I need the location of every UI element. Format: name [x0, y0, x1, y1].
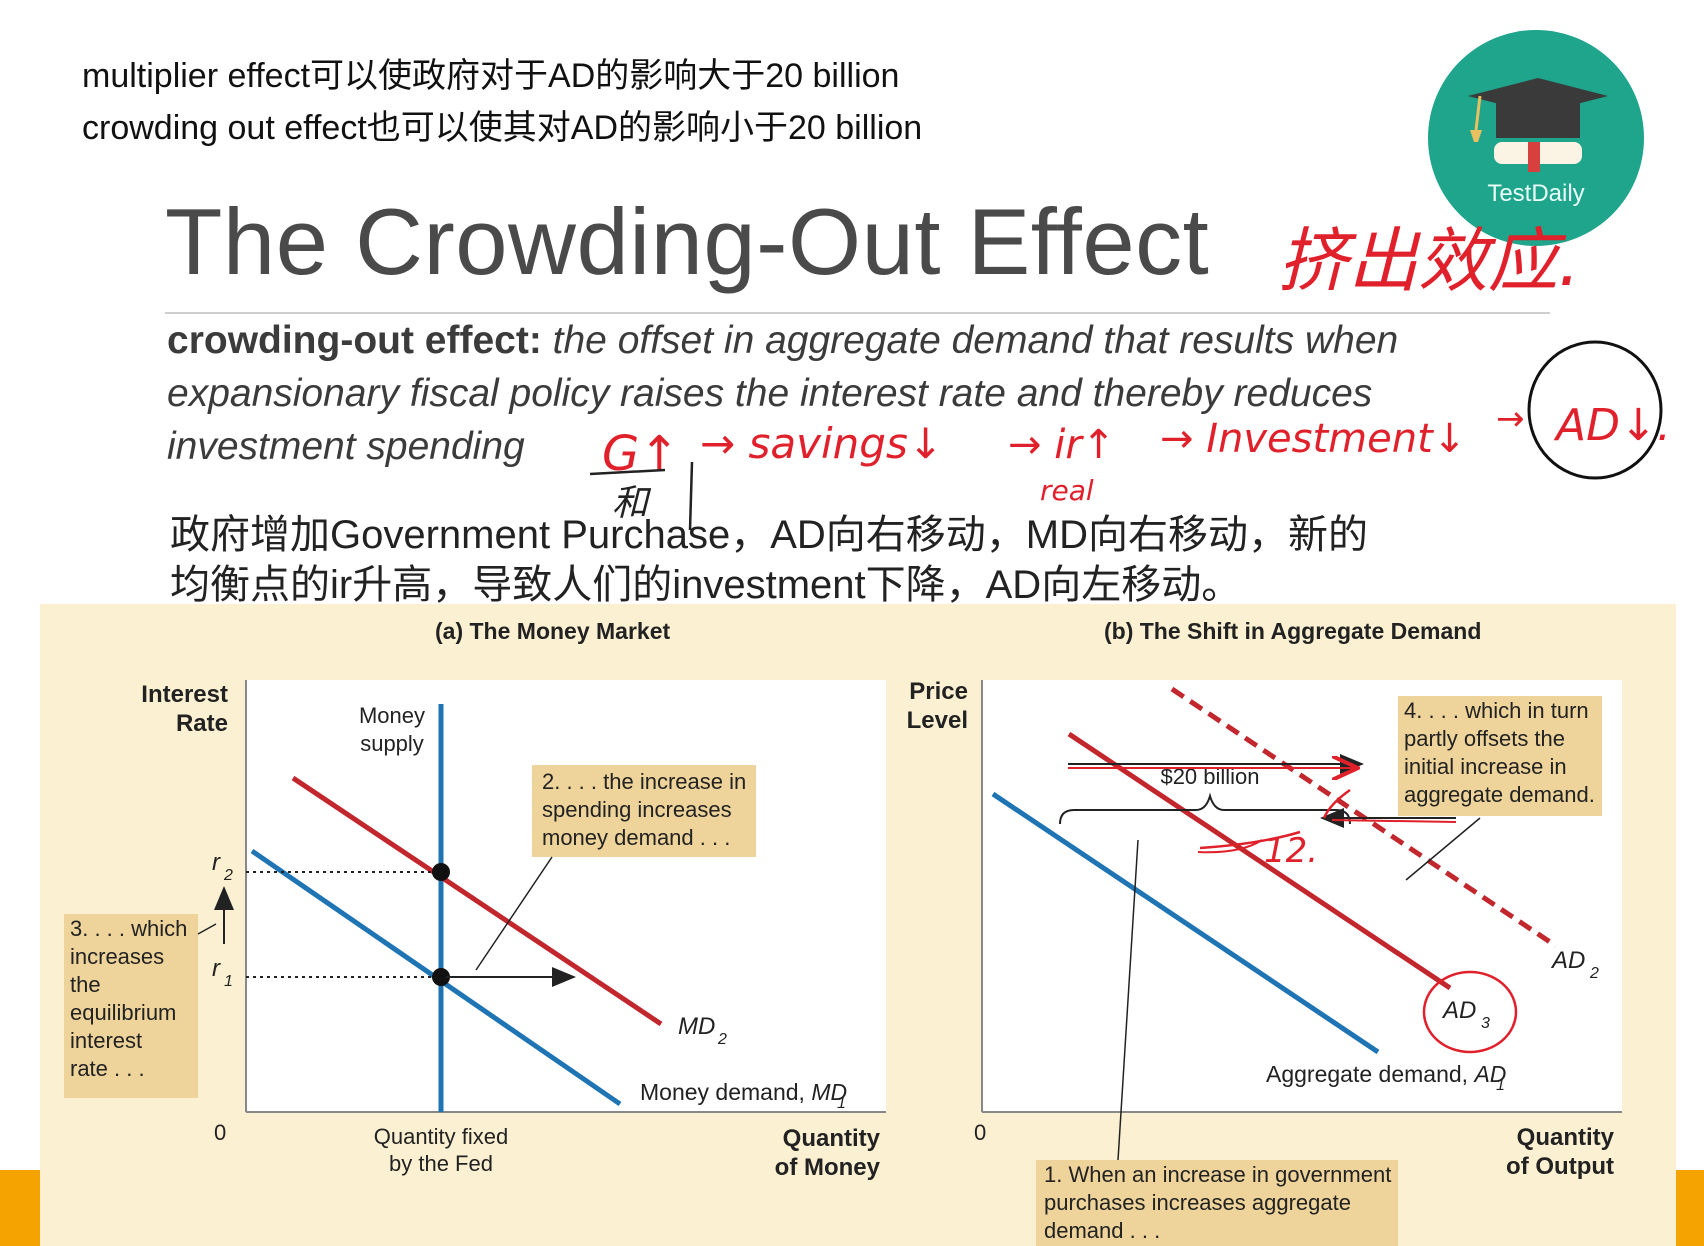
panel-a-plot-area [246, 680, 886, 1112]
equilibrium-point-r1 [432, 968, 450, 986]
ad1-label: Aggregate demand, AD [1266, 1061, 1506, 1087]
slide-title: The Crowding-Out Effect [165, 189, 1210, 294]
panel-b-y-label-2: Level [907, 707, 968, 734]
note-4-line-2: partly offsets the [1404, 726, 1565, 751]
note-3-line-5: interest [70, 1028, 142, 1053]
header-note-multiplier: multiplier effect可以使政府对于AD的影响大于20 billio… [82, 57, 900, 95]
ad-circle [1527, 340, 1663, 480]
ad1-subscript: 1 [1496, 1077, 1505, 1094]
header-note-crowding-out: crowding out effect也可以使其对AD的影响小于20 billi… [82, 109, 923, 147]
money-supply-label-1: Money [359, 703, 425, 728]
panel-b-x-label-1: Quantity [1517, 1124, 1615, 1151]
chinese-explanation-line-1: 政府增加Government Purchase，AD向右移动，MD向右移动，新的 [170, 513, 1368, 557]
note-1-line-3: demand . . . [1044, 1218, 1160, 1243]
ad3-label: AD [1441, 997, 1476, 1024]
money-supply-label-2: supply [360, 731, 424, 756]
note-1-line-1: 1. When an increase in government [1044, 1162, 1391, 1187]
ad3-curve [1067, 731, 1452, 991]
note-3-line-4: equilibrium [70, 1000, 176, 1025]
ad2-subscript: 2 [1589, 965, 1599, 982]
orange-strip-right [1676, 1170, 1704, 1246]
md1-subscript: 1 [837, 1095, 846, 1112]
testdaily-logo: TestDaily [1428, 30, 1644, 246]
r1-subscript: 1 [224, 973, 233, 990]
panel-a-x-label-2: of Money [775, 1154, 881, 1181]
handwritten-red-hook [1322, 788, 1351, 819]
note-3-line-2: increases [70, 944, 164, 969]
panel-b-y-label-1: Price [909, 678, 968, 705]
title-divider [165, 312, 1550, 314]
md1-label-var: MD [811, 1079, 847, 1105]
x-tick-quantity-fixed-2: by the Fed [389, 1151, 493, 1176]
note-2-leader [475, 856, 553, 971]
note-1-box [1036, 1160, 1398, 1246]
handwritten-label-12: 12. [1264, 831, 1318, 871]
ad1-label-var: AD [1472, 1061, 1506, 1087]
note-3-line-3: the [70, 972, 101, 997]
r2-subscript: 2 [223, 867, 233, 884]
note-3-leader [197, 923, 217, 935]
md2-label: MD [678, 1013, 715, 1040]
note-4-line-4: aggregate demand. [1404, 782, 1595, 807]
md2-curve [291, 775, 663, 1027]
panel-b-origin: 0 [974, 1120, 986, 1145]
note-4-line-1: 4. . . . which in turn [1404, 698, 1589, 723]
handwritten-red-stroke-1 [1199, 830, 1301, 850]
r1-label: r [212, 955, 221, 982]
md1-label: Money demand, MD [640, 1079, 847, 1105]
crowding-out-figure: (a) The Money Market Interest Rate Quant… [64, 618, 1622, 1246]
graduation-cap-icon [1468, 78, 1608, 172]
definition-term: crowding-out effect: [167, 319, 542, 362]
note-4-line-3: initial increase in [1404, 754, 1567, 779]
logo-text: TestDaily [1487, 180, 1585, 207]
note-1-leader [1117, 839, 1139, 1161]
note-4-leader [1405, 817, 1481, 881]
note-3-line-6: rate . . . [70, 1056, 145, 1081]
note-2-line-2: spending increases [542, 797, 732, 822]
ad3-circle [1422, 970, 1518, 1054]
handwritten-chain-ad: AD↓. [1553, 400, 1671, 451]
ad3-subscript: 3 [1481, 1015, 1490, 1032]
handwritten-red-stroke-2 [1197, 839, 1263, 854]
note-1-line-2: purchases increases aggregate [1044, 1190, 1351, 1215]
panel-a-title: (a) The Money Market [435, 618, 670, 644]
panel-b-title: (b) The Shift in Aggregate Demand [1104, 618, 1481, 644]
r2-label: r [212, 849, 221, 876]
ad1-curve [991, 791, 1380, 1055]
equilibrium-point-r2 [432, 863, 450, 881]
panel-b-x-label-2: of Output [1506, 1153, 1614, 1180]
panel-a-y-label-2: Rate [176, 710, 228, 737]
orange-strip-left [0, 1170, 40, 1246]
chinese-explanation-line-2: 均衡点的ir升高，导致人们的investment下降，AD向左移动。 [170, 563, 1242, 607]
note-4-box [1398, 696, 1602, 816]
note-2-line-1: 2. . . . the increase in [542, 769, 746, 794]
note-2-box [532, 765, 756, 857]
ad-offset-arrow-red [1331, 819, 1457, 823]
panel-a-x-label-1: Quantity [783, 1125, 881, 1152]
x-tick-quantity-fixed-1: Quantity fixed [374, 1124, 509, 1149]
note-3-line-1: 3. . . . which [70, 916, 187, 941]
panel-a-origin: 0 [214, 1120, 226, 1145]
panel-a-money-market: (a) The Money Market Interest Rate Quant… [64, 618, 886, 1181]
panel-b-aggregate-demand: (b) The Shift in Aggregate Demand Price … [907, 618, 1622, 1246]
md1-label-text: Money demand, [640, 1079, 811, 1105]
ad1-label-text: Aggregate demand, [1266, 1061, 1474, 1087]
ad2-label: AD [1550, 947, 1585, 974]
definition: crowding-out effect: the offset in aggre… [167, 314, 1547, 473]
note-3-box [64, 914, 198, 1098]
md2-subscript: 2 [717, 1031, 727, 1048]
definition-body: the offset in aggregate demand that resu… [167, 319, 1399, 468]
note-2-line-3: money demand . . . [542, 825, 730, 850]
panel-a-y-label-1: Interest [141, 681, 228, 708]
